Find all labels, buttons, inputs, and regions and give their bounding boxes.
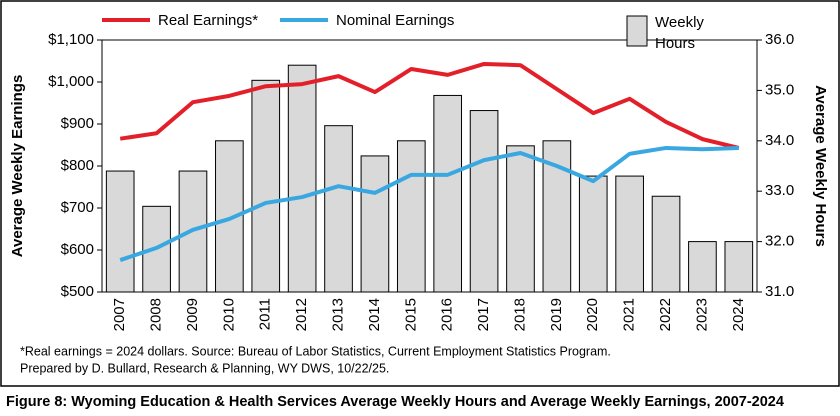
bar xyxy=(251,79,281,293)
bar xyxy=(615,175,644,293)
y-tick-label: $1,100 xyxy=(48,31,94,48)
y-tick-label: $800 xyxy=(61,157,94,174)
x-tick-label: 2012 xyxy=(293,298,310,331)
legend-label: Nominal Earnings xyxy=(336,12,454,29)
y-tick-label: $700 xyxy=(61,199,94,216)
y-tick-label: $600 xyxy=(61,241,94,258)
y2-tick-label: 31.0 xyxy=(765,283,794,300)
x-tick-label: 2021 xyxy=(621,298,638,331)
x-tick-label: 2013 xyxy=(329,298,346,331)
x-tick-label: 2014 xyxy=(366,298,383,331)
x-tick-label: 2007 xyxy=(111,298,128,331)
x-tick-label: 2022 xyxy=(657,298,674,331)
frame xyxy=(0,0,840,387)
line xyxy=(119,145,739,262)
bar xyxy=(396,140,426,293)
x-tick-label: 2015 xyxy=(402,298,419,331)
x-tick-label: 2020 xyxy=(584,298,601,331)
x-tick-label: 2024 xyxy=(730,298,747,331)
bar xyxy=(360,155,390,293)
bar xyxy=(324,125,353,293)
bar xyxy=(105,170,135,293)
bar xyxy=(578,175,608,293)
footnote: *Real earnings = 2024 dollars. Source: B… xyxy=(20,344,611,358)
bar xyxy=(287,64,317,293)
chart-title: Figure 8: Wyoming Education & Health Ser… xyxy=(6,394,784,410)
y2-tick-label: 33.0 xyxy=(765,182,794,199)
bar xyxy=(688,241,717,293)
x-tick-label: 2008 xyxy=(148,298,165,331)
legend-label: Weekly Hours xyxy=(655,14,704,52)
x-tick-label: 2023 xyxy=(693,298,710,331)
bar xyxy=(433,94,463,293)
y2-tick-label: 36.0 xyxy=(765,31,794,48)
x-tick-label: 2017 xyxy=(475,298,492,331)
bar xyxy=(651,195,681,293)
bar xyxy=(506,145,535,293)
y-tick-label: $1,000 xyxy=(48,73,94,90)
legend-swatch xyxy=(626,15,648,47)
line xyxy=(119,61,740,150)
x-tick-label: 2009 xyxy=(184,298,201,331)
x-tick-label: 2011 xyxy=(257,298,274,330)
bar xyxy=(469,110,499,293)
legend-label: Real Earnings* xyxy=(158,12,258,29)
y-tick-label: $900 xyxy=(61,115,94,132)
plot-border xyxy=(101,39,758,293)
bar xyxy=(724,241,754,293)
y2-tick-label: 32.0 xyxy=(765,233,794,250)
x-tick-label: 2018 xyxy=(511,298,528,331)
y-tick-label: $500 xyxy=(61,283,94,300)
footnote: Prepared by D. Bullard, Research & Plann… xyxy=(20,361,389,375)
x-tick-label: 2019 xyxy=(548,298,565,331)
x-tick-label: 2016 xyxy=(439,298,456,331)
y2-tick-label: 35.0 xyxy=(765,81,794,98)
y2-axis-title: Average Weekly Hours xyxy=(812,85,829,247)
x-tick-label: 2010 xyxy=(220,298,237,331)
y2-tick-label: 34.0 xyxy=(765,132,794,149)
y-axis-title: Average Weekly Earnings xyxy=(9,75,26,258)
